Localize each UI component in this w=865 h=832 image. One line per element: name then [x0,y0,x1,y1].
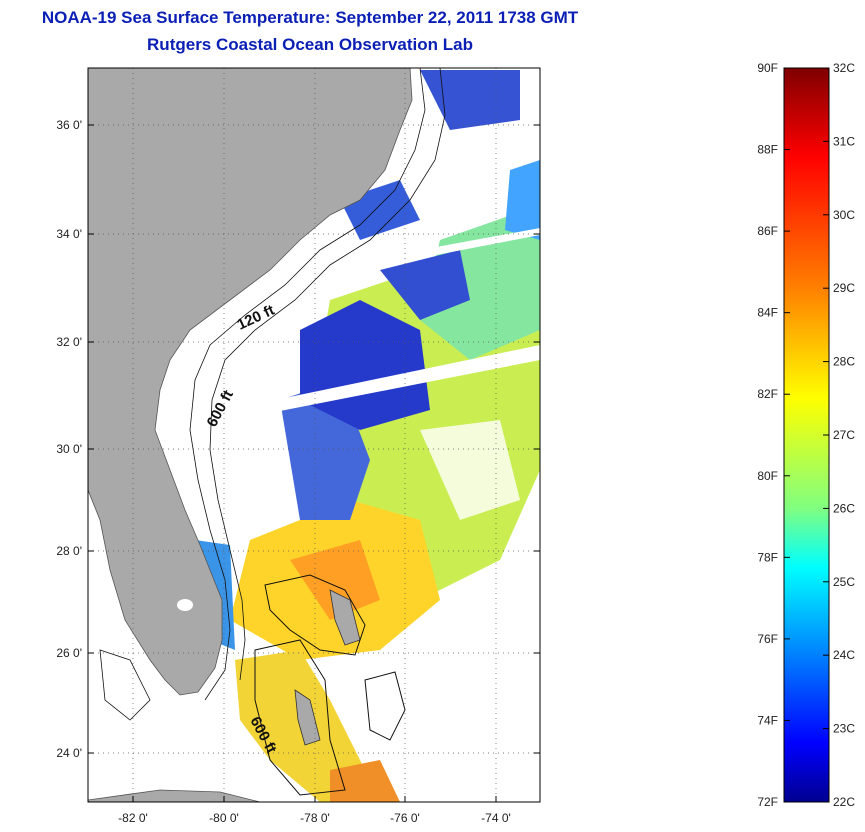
bahamas-island [329,589,361,646]
lon-label: -82 0' [118,811,148,825]
colorbar-c-label: 28C [833,355,855,369]
contour-120ft [189,68,426,701]
lake-okeechobee [177,599,193,611]
swath-gap [275,345,540,412]
colorbar-f-label: 88F [757,143,778,157]
lon-label: -80 0' [209,811,239,825]
lat-label: 28 0' [56,544,82,558]
colorbar-c-label: 26C [833,501,855,515]
colorbar-f-label: 80F [757,469,778,483]
colorbar-c-label: 32C [833,61,855,75]
lat-label: 30 0' [56,442,82,456]
lat-label: 32 0' [56,335,82,349]
colorbar-c-label: 25C [833,575,855,589]
colorbar-f-label: 90F [757,61,778,75]
colorbar-f-ticks [784,67,790,803]
map-title: NOAA-19 Sea Surface Temperature: Septemb… [41,8,579,27]
bahamas-island [294,689,321,746]
colorbar-f-label: 78F [757,550,778,564]
colorbar [783,67,830,803]
map-subtitle: Rutgers Coastal Ocean Observation Lab [147,35,473,54]
colorbar-c-label: 24C [833,648,855,662]
colorbar-f-label: 76F [757,632,778,646]
colorbar-f-label: 74F [757,713,778,727]
colorbar-c-label: 22C [833,795,855,809]
map-border [87,67,541,803]
lon-label: -74 0' [481,811,511,825]
lat-label: 24 0' [56,746,82,760]
colorbar-f-label: 84F [757,306,778,320]
lon-label: -76 0' [390,811,420,825]
cuba-land [88,789,261,802]
contour-bahamas [264,574,366,656]
lat-label: 26 0' [56,646,82,660]
swath-gap [420,228,540,258]
colorbar-c-label: 29C [833,281,855,295]
colorbar-f-label: 72F [757,795,778,809]
colorbar-c-ticks [823,67,829,803]
axis-ticks [88,124,540,802]
colorbar-c-label: 30C [833,208,855,222]
contour-florida-keys [99,649,151,721]
colorbar-f-label: 82F [757,387,778,401]
lon-label: -78 0' [300,811,330,825]
land-mass [88,68,413,696]
lat-label: 36 0' [56,118,82,132]
colorbar-f-label: 86F [757,224,778,238]
lat-label: 34 0' [56,227,82,241]
map-grid [88,68,540,802]
colorbar-c-label: 23C [833,722,855,736]
colorbar-c-label: 27C [833,428,855,442]
contour-bahamas [364,671,406,741]
contour-600ft [209,68,446,681]
colorbar-c-label: 31C [833,134,855,148]
